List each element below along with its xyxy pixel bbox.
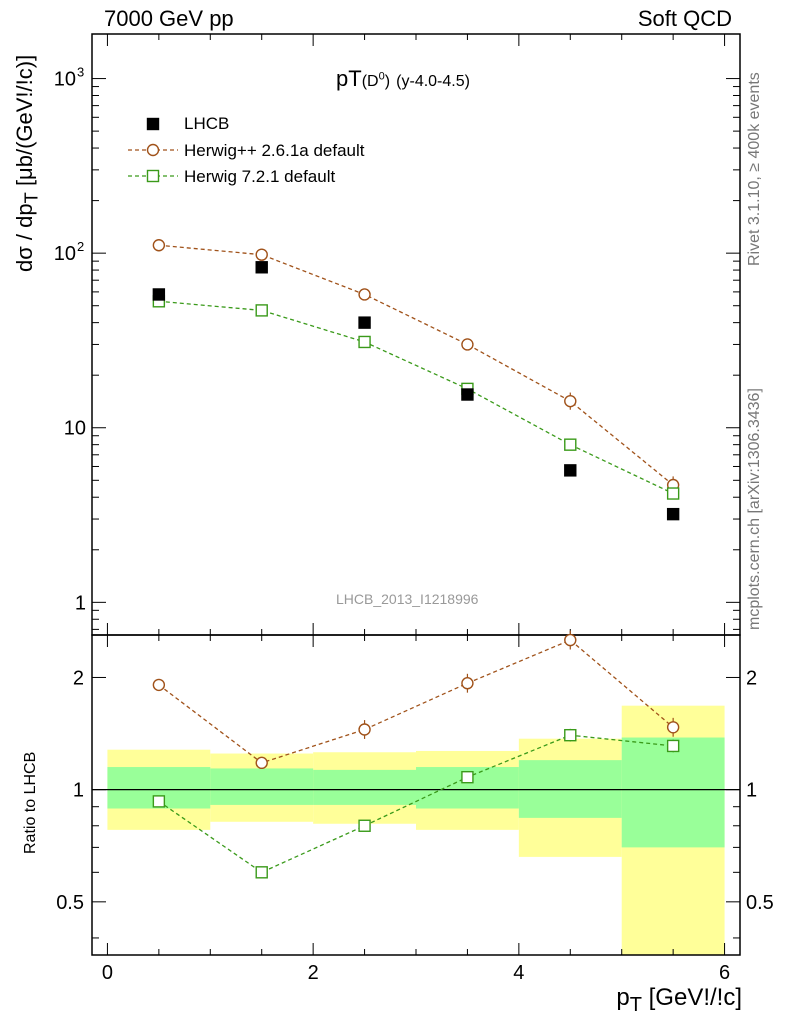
ratio-herwig7-marker xyxy=(358,819,371,832)
main-y-tick-label: 10 xyxy=(64,418,86,440)
ratio-herwigpp-marker xyxy=(461,677,474,690)
ratio-band-inner xyxy=(518,760,622,818)
collision-label: 7000 GeV pp xyxy=(104,6,234,31)
herwig7-line xyxy=(158,300,674,495)
x-axis-label: pT [GeV!/!c] xyxy=(616,984,742,1017)
ylabel-unit: [μb/(GeV!/!c)] xyxy=(12,54,37,193)
x-tick-label: 0 xyxy=(102,962,113,984)
legend-symbol-herwigpp xyxy=(146,143,160,157)
ratio-herwigpp-line xyxy=(158,639,674,764)
lhcb-marker xyxy=(666,507,680,521)
x-tick-label: 2 xyxy=(308,962,319,984)
plot-title: pT(D0) (y-4.0-4.5) xyxy=(336,66,470,91)
main-y-tick-exponent: 2 xyxy=(77,239,84,254)
ratio-herwigpp-marker xyxy=(255,756,268,770)
title-range: (y-4.0-4.5) xyxy=(396,73,470,90)
herwigpp-marker xyxy=(564,394,577,408)
main-y-tick-exponent: 3 xyxy=(77,65,84,80)
lhcb-marker xyxy=(564,464,577,477)
ratio-y-tick-label: 1 xyxy=(73,780,84,802)
xlabel-unit: [GeV!/!c] xyxy=(641,984,742,1011)
ratio-herwigpp-marker xyxy=(666,721,680,734)
herwig7-marker xyxy=(564,438,577,451)
x-tick-label: 4 xyxy=(513,962,524,984)
title-particle: D xyxy=(367,73,379,90)
main-y-tick-label: 1 xyxy=(75,592,86,614)
ratio-herwigpp-marker xyxy=(358,723,371,736)
xlabel-main: p xyxy=(616,984,630,1011)
herwigpp-line xyxy=(158,244,674,486)
legend-symbol-herwig7 xyxy=(146,169,160,183)
ratio-herwig7-marker xyxy=(255,866,268,879)
lhcb-marker xyxy=(358,316,371,329)
ratio-herwigpp-marker xyxy=(564,633,577,647)
title-particle-sup: 0 xyxy=(378,70,385,83)
legend-label-lhcb: LHCB xyxy=(184,114,230,133)
ratio-band-inner xyxy=(210,768,314,805)
ratio-herwigpp-marker xyxy=(152,678,166,692)
main-y-tick-label: 10 xyxy=(54,243,76,265)
legend-label-herwig7: Herwig 7.2.1 default xyxy=(184,167,336,186)
ratio-herwig7-marker xyxy=(666,739,680,753)
herwigpp-marker xyxy=(461,338,474,351)
main-y-tick-label: 10 xyxy=(54,69,76,91)
x-tick-label: 6 xyxy=(719,962,730,984)
lhcb-marker xyxy=(152,288,166,301)
lhcb-marker xyxy=(461,388,474,401)
ratio-herwig7-marker xyxy=(461,770,474,784)
legend-label-herwigpp: Herwig++ 2.6.1a default xyxy=(184,141,365,160)
herwig7-marker xyxy=(358,335,371,349)
main-y-axis-label: dσ / dpT [μb/(GeV!/!c)] xyxy=(12,55,42,272)
ratio-y-tick-label-right: 1 xyxy=(746,780,757,802)
source-info: mcplots.cern.ch [arXiv:1306.3436] xyxy=(746,388,763,630)
herwigpp-marker xyxy=(255,248,268,261)
lhcb-marker xyxy=(255,261,268,274)
herwig7-marker xyxy=(666,487,680,500)
ratio-y-tick-label-right: 2 xyxy=(746,667,757,689)
ratio-y-tick-label-right: 0.5 xyxy=(746,892,774,914)
ratio-y-tick-label: 0.5 xyxy=(56,892,84,914)
ylabel-sub: T xyxy=(20,192,42,204)
process-label: Soft QCD xyxy=(637,6,732,31)
ratio-band-inner xyxy=(313,769,416,805)
analysis-watermark: LHCB_2013_I1218996 xyxy=(336,591,479,607)
herwigpp-marker xyxy=(152,239,166,252)
legend-symbol-lhcb xyxy=(146,117,160,131)
ratio-band-inner xyxy=(621,737,725,848)
xlabel-sub: T xyxy=(629,993,642,1016)
ratio-y-tick-label: 2 xyxy=(73,667,84,689)
rivet-info: Rivet 3.1.10, ≥ 400k events xyxy=(746,72,763,266)
herwigpp-marker xyxy=(358,288,371,301)
ratio-herwig7-line xyxy=(158,734,674,874)
ratio-y-axis-label: Ratio to LHCB xyxy=(22,751,39,854)
herwig7-marker xyxy=(255,304,268,317)
ratio-herwig7-marker xyxy=(564,728,577,742)
ylabel-main: dσ / dp xyxy=(12,203,37,272)
title-main: pT xyxy=(336,66,362,91)
ratio-herwig7-marker xyxy=(152,795,166,808)
